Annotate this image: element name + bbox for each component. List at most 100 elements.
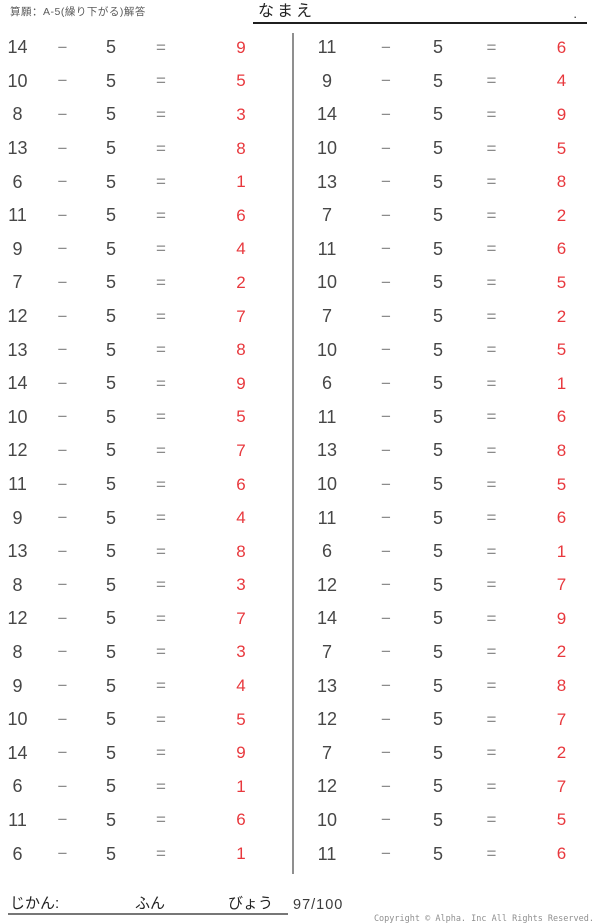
answer-value: 6: [556, 37, 567, 57]
subtrahend-value: 5: [105, 205, 116, 226]
minus-icon: −: [57, 776, 68, 796]
minus-icon: −: [381, 37, 391, 57]
minus-icon: −: [381, 608, 391, 628]
minuend-value: 11: [8, 205, 27, 226]
answer-value: 7: [236, 306, 246, 326]
equals-icon: =: [156, 608, 166, 628]
problem-row: 11 − 5 = 6: [294, 31, 600, 65]
subtrahend-value: 5: [432, 70, 443, 91]
minus-icon: −: [381, 239, 391, 259]
problem-row: 11 − 5 = 6: [294, 837, 600, 871]
answer-value: 7: [556, 575, 567, 595]
subtrahend-value: 5: [432, 238, 443, 259]
minuend-value: 12: [7, 440, 28, 461]
equals-icon: =: [486, 508, 497, 528]
minuend-value: 7: [321, 205, 332, 226]
minuend-value: 7: [321, 641, 332, 662]
answer-value: 7: [556, 776, 567, 796]
answer-value: 5: [556, 138, 567, 158]
problem-row: 9 − 5 = 4: [0, 233, 292, 267]
minus-icon: −: [57, 373, 68, 393]
answer-value: 7: [556, 709, 567, 729]
minus-icon: −: [57, 407, 68, 427]
minuend-value: 12: [316, 776, 338, 797]
answer-value: 7: [236, 608, 246, 628]
answer-value: 9: [556, 608, 567, 628]
answer-value: 6: [236, 810, 246, 830]
problem-row: 8 − 5 = 3: [0, 569, 292, 603]
equals-icon: =: [486, 776, 497, 796]
problem-row: 13 − 5 = 8: [294, 434, 600, 468]
time-label: じかん:: [10, 895, 60, 912]
problem-row: 7 − 5 = 2: [294, 300, 600, 334]
minuend-value: 14: [7, 373, 28, 394]
answer-value: 5: [556, 810, 567, 830]
equals-icon: =: [486, 104, 497, 124]
minuend-value: 6: [321, 373, 332, 394]
minuend-value: 14: [316, 104, 338, 125]
subtrahend-value: 5: [432, 171, 443, 192]
problem-row: 10 − 5 = 5: [0, 401, 292, 435]
answer-value: 5: [556, 474, 567, 494]
equals-icon: =: [486, 844, 497, 864]
problem-row: 9 − 5 = 4: [294, 65, 600, 99]
equals-icon: =: [156, 71, 166, 91]
answer-value: 6: [236, 205, 246, 225]
answer-value: 3: [236, 575, 246, 595]
minus-icon: −: [57, 608, 68, 628]
answer-value: 2: [556, 642, 567, 662]
problem-row: 6 − 5 = 1: [294, 367, 600, 401]
subtrahend-value: 5: [432, 440, 443, 461]
minus-icon: −: [381, 541, 391, 561]
equals-icon: =: [156, 709, 166, 729]
subtrahend-value: 5: [105, 373, 116, 394]
minus-icon: −: [381, 306, 391, 326]
problem-row: 7 − 5 = 2: [294, 736, 600, 770]
equals-icon: =: [486, 306, 497, 326]
time-field: じかん: ふん びょう: [8, 894, 288, 915]
minus-icon: −: [381, 676, 391, 696]
subtrahend-value: 5: [432, 574, 443, 595]
answer-value: 9: [236, 373, 246, 393]
problem-row: 13 − 5 = 8: [0, 535, 292, 569]
minuend-value: 10: [7, 709, 28, 730]
subtrahend-value: 5: [105, 70, 116, 91]
equals-icon: =: [156, 407, 166, 427]
problem-row: 7 − 5 = 2: [0, 266, 292, 300]
minus-icon: −: [57, 272, 68, 292]
seconds-label: びょう: [228, 895, 274, 912]
subtrahend-value: 5: [105, 238, 116, 259]
subtrahend-value: 5: [105, 776, 116, 797]
problem-row: 10 − 5 = 5: [294, 804, 600, 838]
subtrahend-value: 5: [432, 809, 443, 830]
answer-value: 6: [556, 508, 567, 528]
equals-icon: =: [156, 810, 166, 830]
minus-icon: −: [57, 306, 68, 326]
equals-icon: =: [486, 676, 497, 696]
minus-icon: −: [57, 340, 68, 360]
answer-value: 5: [236, 71, 246, 91]
equals-icon: =: [156, 340, 166, 360]
equals-icon: =: [156, 676, 166, 696]
problem-row: 13 − 5 = 8: [0, 132, 292, 166]
subtrahend-value: 5: [432, 541, 443, 562]
answer-value: 2: [556, 306, 567, 326]
name-field: なまえ .: [253, 0, 587, 24]
minuend-value: 14: [7, 37, 28, 58]
equals-icon: =: [486, 575, 497, 595]
answer-value: 2: [556, 743, 567, 763]
subtrahend-value: 5: [105, 574, 116, 595]
minus-icon: −: [57, 642, 68, 662]
minus-icon: −: [57, 71, 68, 91]
minuend-value: 10: [316, 809, 338, 830]
equals-icon: =: [486, 71, 497, 91]
minuend-value: 13: [7, 541, 28, 562]
equals-icon: =: [486, 709, 497, 729]
minus-icon: −: [57, 743, 68, 763]
minuend-value: 13: [316, 440, 338, 461]
minuend-value: 7: [321, 742, 332, 763]
answer-value: 1: [556, 373, 567, 393]
minuend-value: 11: [317, 406, 337, 427]
problem-row: 8 − 5 = 3: [0, 636, 292, 670]
minuend-value: 9: [12, 675, 23, 696]
